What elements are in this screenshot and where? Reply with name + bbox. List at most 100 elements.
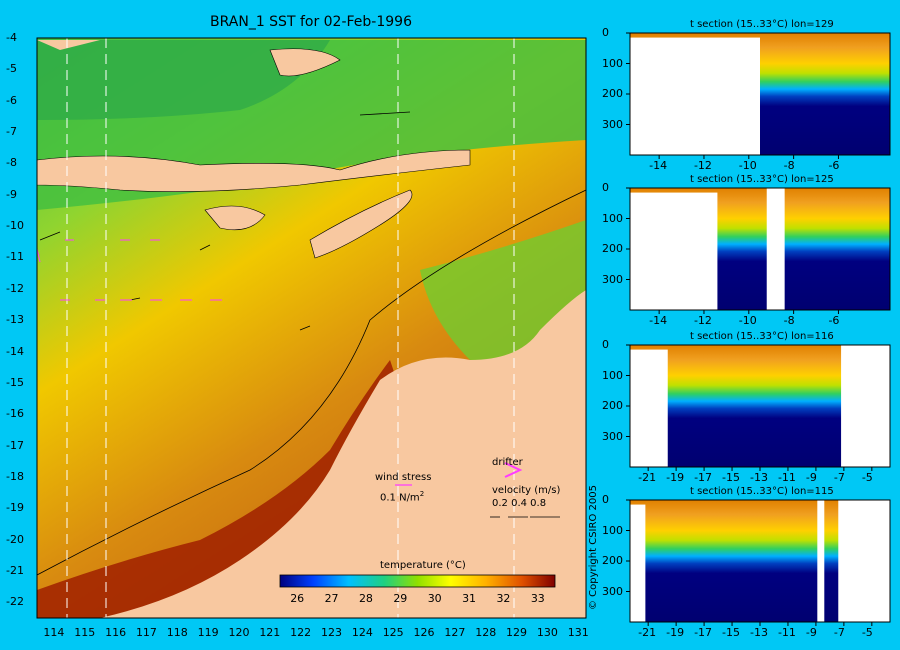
- lon-tick-label: 117: [135, 626, 157, 639]
- velocity-label: velocity (m/s): [492, 485, 561, 496]
- lon-tick-label: 116: [105, 626, 127, 639]
- section-depth-tick: 100: [602, 211, 623, 225]
- section-lat-tick: -6: [828, 159, 840, 172]
- lon-tick-label: 120: [228, 626, 250, 639]
- colorbar-tick-label: 27: [324, 592, 339, 605]
- section-depth-tick: 100: [602, 523, 623, 537]
- northern-green-patch: [37, 40, 330, 120]
- section-land-mask: [630, 349, 668, 467]
- lat-tick-label: -4: [6, 31, 17, 44]
- lon-tick-label: 124: [351, 626, 373, 639]
- drifter-symbol: [504, 462, 523, 478]
- timor-island: [309, 189, 413, 259]
- lon-tick-label: 115: [74, 626, 96, 639]
- section-lat-tick: -13: [750, 471, 768, 484]
- section-lat-tick: -15: [722, 471, 740, 484]
- section-depth-tick: 100: [602, 368, 623, 382]
- section-land-mask: [838, 500, 890, 622]
- section-depth-tick: 0: [602, 26, 609, 39]
- section-depth-tick: 300: [602, 584, 623, 598]
- lon-tick-label: 123: [321, 626, 342, 639]
- lat-tick-label: -16: [6, 407, 24, 421]
- wind-stress-value: 0.1 N/m2: [380, 490, 425, 504]
- colorbar-tick-label: 28: [358, 592, 373, 605]
- section-depth-tick: 200: [602, 554, 623, 567]
- section-lat-tick: -9: [805, 626, 817, 639]
- section-lat-tick: -17: [694, 471, 713, 484]
- section-lat-tick: -15: [722, 626, 740, 639]
- section-lat-tick: -17: [694, 626, 713, 639]
- section-land-mask: [630, 37, 760, 156]
- colorbar-title: temperature (°C): [380, 560, 466, 571]
- lat-tick-label: -10: [6, 219, 24, 233]
- section-lat-tick: -19: [666, 626, 685, 639]
- lat-tick-label: -5: [6, 62, 17, 76]
- colorbar: [279, 574, 556, 588]
- kalimantan-edge: [37, 40, 100, 50]
- isobath-line: [37, 189, 586, 576]
- sumba-island: [204, 205, 266, 231]
- section-depth-tick: 300: [602, 429, 623, 443]
- colorbar-tick-label: 26: [290, 592, 305, 605]
- section-depth-tick: 0: [602, 493, 609, 506]
- lon-tick-label: 118: [166, 626, 188, 639]
- section-lat-tick: -12: [693, 314, 712, 327]
- section-lat-tick: -14: [649, 159, 668, 172]
- lat-tick-label: -8: [6, 156, 17, 170]
- wind-stress-label: wind stress: [375, 472, 432, 483]
- lon-tick-label: 125: [382, 626, 404, 639]
- australia-land: [100, 290, 586, 618]
- section-land-mask: [630, 504, 646, 622]
- section-lat-tick: -19: [666, 471, 685, 484]
- section-land-mask: [841, 345, 890, 467]
- section-lat-tick: -8: [783, 314, 795, 327]
- section-lat-tick: -14: [649, 314, 668, 327]
- section-land-mask: [817, 500, 825, 622]
- section-lat-tick: -13: [750, 626, 768, 639]
- lat-tick-label: -17: [6, 438, 24, 452]
- section-title: t section (15..33°C) lon=129: [690, 19, 834, 30]
- section-land-mask: [630, 192, 718, 310]
- map-title: BRAN_1 SST for 02-Feb-1996: [210, 14, 412, 30]
- lat-tick-label: -20: [6, 532, 24, 546]
- section-depth-tick: 300: [602, 117, 623, 131]
- section-lat-tick: -8: [783, 159, 795, 172]
- colorbar-tick-label: 32: [496, 592, 511, 605]
- section-title: t section (15..33°C) lon=125: [690, 174, 834, 185]
- lat-tick-label: -9: [6, 187, 17, 201]
- velocity-scale-values: 0.2 0.4 0.8: [492, 498, 547, 509]
- section-depth-tick: 300: [602, 272, 623, 286]
- section-lat-tick: -7: [833, 626, 845, 639]
- colorbar-tick-label: 31: [462, 592, 477, 605]
- lat-tick-label: -14: [6, 344, 24, 358]
- lon-tick-label: 122: [290, 626, 312, 639]
- lat-tick-label: -6: [6, 93, 17, 107]
- lon-tick-label: 128: [475, 626, 497, 639]
- section-title: t section (15..33°C) lon=116: [690, 331, 834, 342]
- section-lat-tick: -21: [638, 471, 657, 484]
- section-depth-tick: 200: [602, 87, 623, 100]
- lat-tick-label: -18: [6, 469, 24, 483]
- section-depth-tick: 100: [602, 56, 623, 70]
- section-lat-tick: -11: [777, 471, 796, 484]
- section-lat-tick: -9: [805, 471, 817, 484]
- lon-tick-label: 114: [43, 626, 65, 639]
- section-lat-tick: -5: [861, 471, 873, 484]
- lon-tick-label: 121: [259, 626, 281, 639]
- lon-tick-label: 126: [413, 626, 435, 639]
- section-depth-tick: 0: [602, 181, 609, 194]
- section-land-mask: [766, 188, 785, 310]
- section-lat-tick: -7: [833, 471, 845, 484]
- section-title: t section (15..33°C) lon=115: [690, 486, 834, 497]
- section-lat-tick: -11: [777, 626, 796, 639]
- section-lines: [66, 38, 515, 618]
- map-frame: [36, 37, 587, 619]
- section-depth-tick: 0: [602, 338, 609, 351]
- lat-tick-label: -13: [6, 313, 24, 327]
- lon-tick-label: 127: [444, 626, 466, 639]
- section-lat-tick: -5: [861, 626, 873, 639]
- colorbar-tick-label: 29: [393, 592, 408, 605]
- lat-tick-label: -12: [6, 281, 24, 295]
